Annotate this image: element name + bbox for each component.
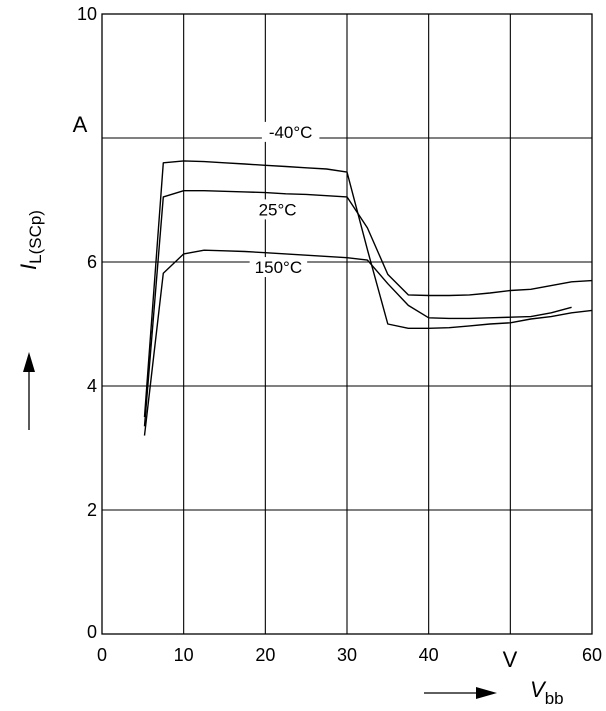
series-label-bg bbox=[261, 121, 320, 142]
x-tick-label: 10 bbox=[174, 645, 194, 665]
x-axis-title: Vbb bbox=[530, 677, 564, 708]
series-label-bg bbox=[253, 199, 302, 220]
x-tick-label: 0 bbox=[97, 645, 107, 665]
x-unit-label: V bbox=[503, 647, 518, 672]
y-axis-title: IL(SCp) bbox=[16, 210, 45, 270]
series-group: -40°C 25°C 150°C bbox=[143, 121, 593, 436]
y-unit-label: A bbox=[73, 112, 88, 137]
x-axis-title-main: V bbox=[530, 677, 547, 702]
plot-frame bbox=[101, 13, 593, 635]
y-tick-label: 0 bbox=[87, 622, 97, 642]
grid bbox=[102, 14, 592, 634]
tick-labels: 0 10 20 30 40 60 0 2 4 6 10 bbox=[77, 4, 602, 665]
x-axis-arrow bbox=[424, 687, 497, 699]
y-tick-label: 4 bbox=[87, 376, 97, 396]
x-tick-label: 30 bbox=[337, 645, 357, 665]
series-label-bg bbox=[249, 257, 308, 278]
y-axis-title-sub: L(SCp) bbox=[26, 210, 45, 264]
y-tick-label: 10 bbox=[77, 4, 97, 24]
series-line-0 bbox=[143, 160, 593, 418]
y-axis-title-main: I bbox=[16, 264, 41, 270]
y-tick-label: 2 bbox=[87, 500, 97, 520]
series-line-2 bbox=[143, 249, 572, 436]
x-axis-title-sub: bb bbox=[545, 689, 564, 708]
series-label: -40°C bbox=[269, 123, 313, 142]
series-label: 25°C bbox=[259, 200, 297, 219]
x-tick-label: 60 bbox=[582, 645, 602, 665]
x-tick-label: 40 bbox=[419, 645, 439, 665]
x-tick-label: 20 bbox=[255, 645, 275, 665]
y-axis-arrow bbox=[23, 352, 35, 430]
series-label: 150°C bbox=[255, 258, 302, 277]
series-line-1 bbox=[143, 189, 593, 427]
y-tick-label: 6 bbox=[87, 252, 97, 272]
